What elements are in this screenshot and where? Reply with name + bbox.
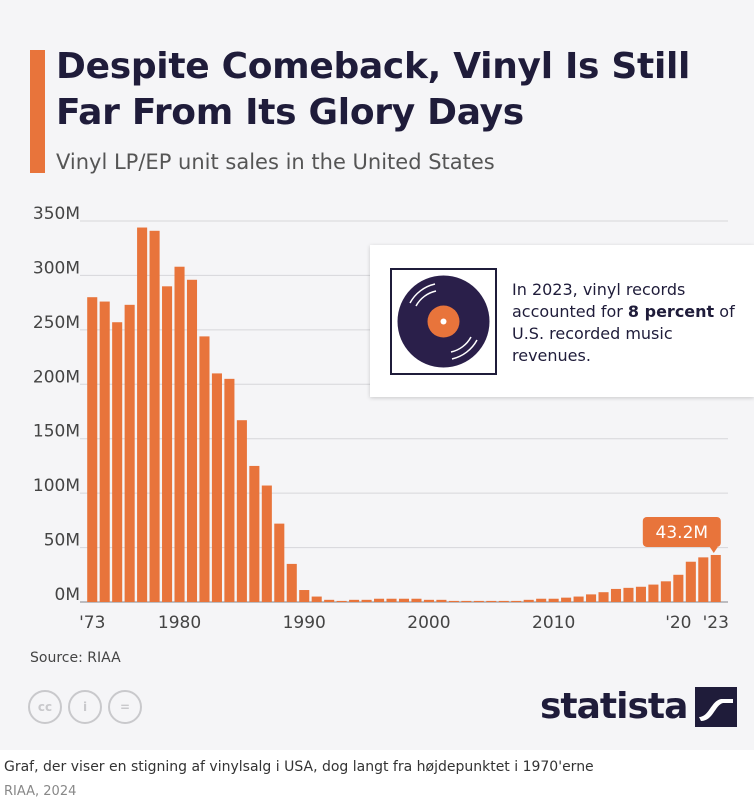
title-accent-bar bbox=[30, 50, 45, 173]
chart-card: Despite Comeback, Vinyl Is Still Far Fro… bbox=[28, 46, 754, 727]
y-tick-label: 0M bbox=[55, 585, 80, 605]
bar bbox=[299, 590, 310, 602]
x-tick-label: '23 bbox=[703, 613, 729, 633]
y-tick-label: 350M bbox=[33, 204, 80, 224]
bar bbox=[336, 600, 347, 602]
bar bbox=[448, 600, 459, 602]
bar bbox=[673, 574, 684, 602]
bar bbox=[423, 599, 434, 602]
bar bbox=[137, 227, 148, 602]
bar bbox=[623, 587, 634, 602]
bar bbox=[698, 557, 709, 602]
bar bbox=[398, 598, 410, 602]
bar bbox=[162, 286, 173, 602]
y-tick-label: 250M bbox=[33, 313, 80, 333]
x-tick-label: 2010 bbox=[532, 613, 575, 633]
bar bbox=[586, 594, 597, 602]
bar bbox=[523, 599, 534, 602]
x-tick-label: 1990 bbox=[283, 613, 326, 633]
bar bbox=[498, 600, 509, 602]
y-tick-label: 100M bbox=[33, 476, 80, 496]
bar bbox=[224, 378, 235, 602]
bar bbox=[635, 586, 646, 602]
bar bbox=[548, 598, 559, 602]
x-tick-label: 2000 bbox=[407, 613, 450, 633]
bar bbox=[124, 304, 135, 602]
bar bbox=[573, 596, 584, 602]
annotation-box bbox=[642, 516, 721, 547]
bar bbox=[112, 322, 123, 602]
annotation-label: 43.2M bbox=[656, 523, 709, 543]
bar bbox=[274, 523, 285, 602]
bar bbox=[561, 597, 572, 602]
bar bbox=[199, 336, 210, 602]
bar bbox=[536, 598, 547, 602]
y-tick-label: 50M bbox=[44, 531, 80, 551]
logo-text: statista bbox=[540, 686, 688, 727]
bar bbox=[411, 598, 422, 602]
callout-text: In 2023, vinyl records accounted for 8 p… bbox=[512, 280, 735, 365]
statista-logo[interactable]: statista bbox=[540, 686, 738, 727]
bar bbox=[149, 230, 160, 602]
statista-mark-icon bbox=[695, 686, 738, 727]
y-tick-label: 200M bbox=[33, 367, 80, 387]
bar bbox=[386, 598, 397, 602]
bar bbox=[374, 598, 385, 602]
bar bbox=[286, 563, 297, 602]
bar bbox=[461, 600, 472, 602]
source-label: Source: RIAA bbox=[30, 650, 121, 666]
bar bbox=[473, 600, 484, 602]
bar bbox=[249, 465, 260, 602]
vinyl-record-icon bbox=[390, 268, 497, 375]
bar bbox=[186, 279, 198, 602]
bar-chart: 0M 50M 100M 150M 200M 250M 300M 350M '73 1980 1990… bbox=[33, 204, 729, 633]
bar bbox=[361, 599, 372, 602]
no-derivatives-icon[interactable]: = bbox=[108, 690, 142, 724]
bar bbox=[486, 600, 497, 602]
bar bbox=[685, 561, 696, 602]
chart-title: Despite Comeback, Vinyl Is Still Far Fro… bbox=[56, 46, 691, 133]
bar bbox=[211, 373, 222, 602]
bar bbox=[511, 600, 522, 602]
bar bbox=[311, 596, 322, 602]
bar bbox=[87, 297, 98, 602]
image-caption: Graf, der viser en stigning af vinylsalg… bbox=[4, 759, 594, 775]
y-tick-label: 300M bbox=[33, 258, 80, 278]
bar bbox=[261, 485, 272, 602]
x-tick-label: 1980 bbox=[158, 613, 201, 633]
chart-subtitle: Vinyl LP/EP unit sales in the United Sta… bbox=[56, 150, 495, 174]
bar bbox=[648, 584, 659, 602]
bar bbox=[436, 599, 447, 602]
bar bbox=[598, 592, 609, 602]
callout-box: In 2023, vinyl records accounted for 8 p… bbox=[370, 245, 754, 397]
image-credit: RIAA, 2024 bbox=[4, 784, 77, 799]
bar bbox=[99, 301, 110, 602]
bar bbox=[660, 581, 671, 602]
license-icons: cc i = bbox=[28, 690, 142, 724]
bar bbox=[324, 599, 335, 602]
bar bbox=[710, 554, 721, 602]
x-tick-label: '20 bbox=[665, 613, 691, 633]
annotation-pointer bbox=[709, 546, 718, 553]
bar bbox=[610, 588, 622, 602]
bar bbox=[236, 420, 247, 602]
y-tick-label: 150M bbox=[33, 422, 80, 442]
bar bbox=[174, 266, 185, 602]
bar bbox=[349, 599, 360, 602]
cc-icon[interactable]: cc bbox=[28, 690, 62, 724]
attribution-icon[interactable]: i bbox=[68, 690, 102, 724]
x-tick-label: '73 bbox=[79, 613, 105, 633]
